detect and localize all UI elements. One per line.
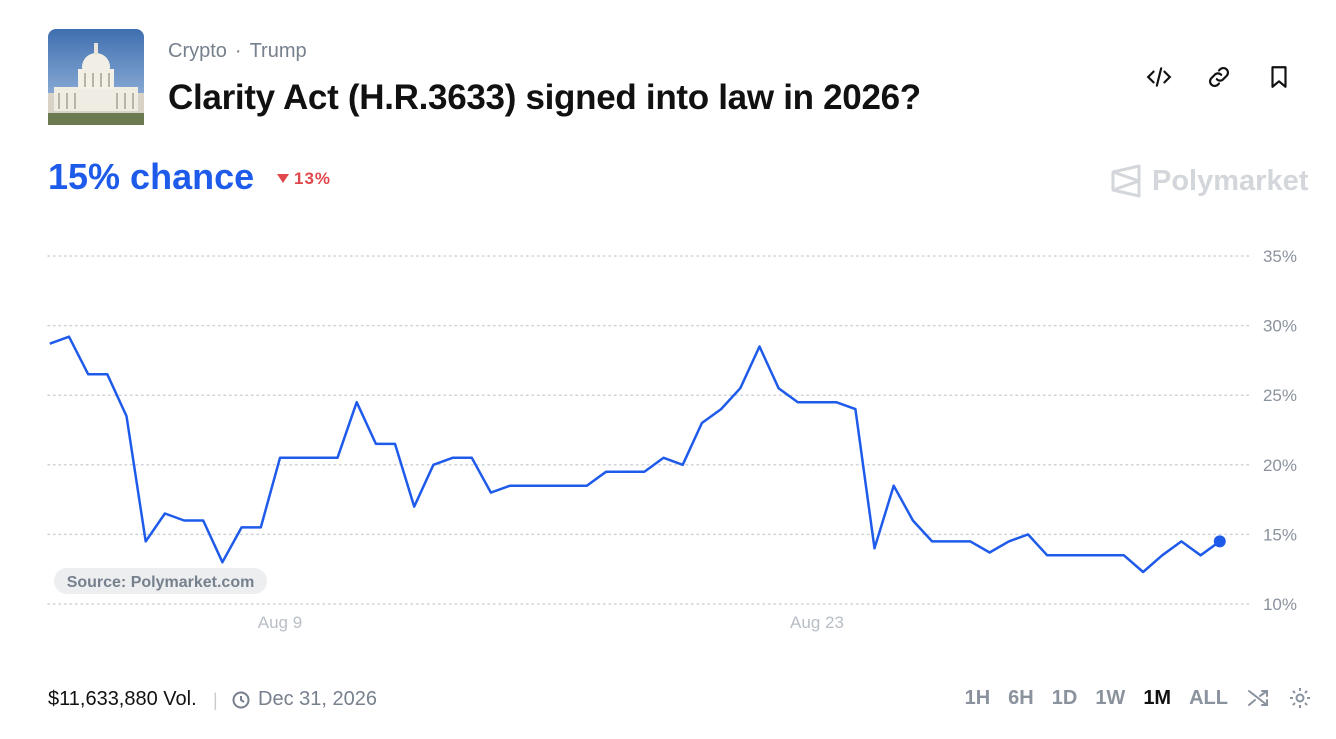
end-date-text: Dec 31, 2026 [258,688,377,710]
last-point [1213,535,1226,548]
brand-logo [1111,164,1141,198]
y-tick-label: 35% [1263,247,1297,266]
range-button[interactable]: 1H [964,686,991,709]
range-button[interactable]: 1M [1143,686,1172,709]
shuffle-icon[interactable] [1246,686,1270,710]
breadcrumb[interactable]: Trump [249,40,307,62]
change: 13% [276,169,331,189]
settings-icon[interactable] [1288,686,1312,710]
y-tick-label: 10% [1263,595,1297,614]
range-list: 1H 6H 1D 1W 1M ALL [965,687,1228,710]
x-tick-label: Aug 9 [258,613,302,632]
x-tick-label: Aug 23 [790,613,844,632]
market-image [48,29,144,125]
y-tick-label: 15% [1263,525,1297,544]
link-icon[interactable] [1206,64,1232,90]
range-selector: 1H 6H 1D 1W 1M ALL [965,686,1312,710]
separator: | [213,690,218,710]
breadcrumb[interactable]: Crypto [168,40,227,62]
brand: Polymarket [1110,164,1308,198]
volume: $11,633,880 Vol. [48,688,197,710]
range-button[interactable]: 1D [1051,686,1078,709]
down-arrow [277,174,289,183]
bookmark-icon[interactable] [1266,64,1292,90]
chance: 15% chance [48,156,255,197]
end-date: Dec 31, 2026 [232,688,377,711]
y-tick-label: 20% [1263,456,1297,475]
range-button[interactable]: 1W [1095,686,1126,709]
market-title: Clarity Act (H.R.3633) signed into law i… [168,78,921,117]
breadcrumbs: Crypto · Trump [168,40,307,62]
change-value: 13% [294,169,332,188]
brand-name: Polymarket [1152,164,1309,197]
annotation-badge [54,568,267,594]
range-button[interactable]: ALL [1189,686,1228,709]
y-tick-label: 25% [1263,386,1297,405]
price-line [49,335,1221,574]
range-button[interactable]: 6H [1008,686,1034,709]
toolbar [1146,64,1292,90]
embed-icon[interactable] [1146,64,1172,90]
chart: 10% 15% 20% 25% 30% 35% Aug 9 Aug 23 Source: Pol… [47,247,1297,632]
annotation: Source: Polymarket.com [67,574,255,591]
y-tick-label: 30% [1263,317,1297,336]
clock-icon [232,691,250,708]
